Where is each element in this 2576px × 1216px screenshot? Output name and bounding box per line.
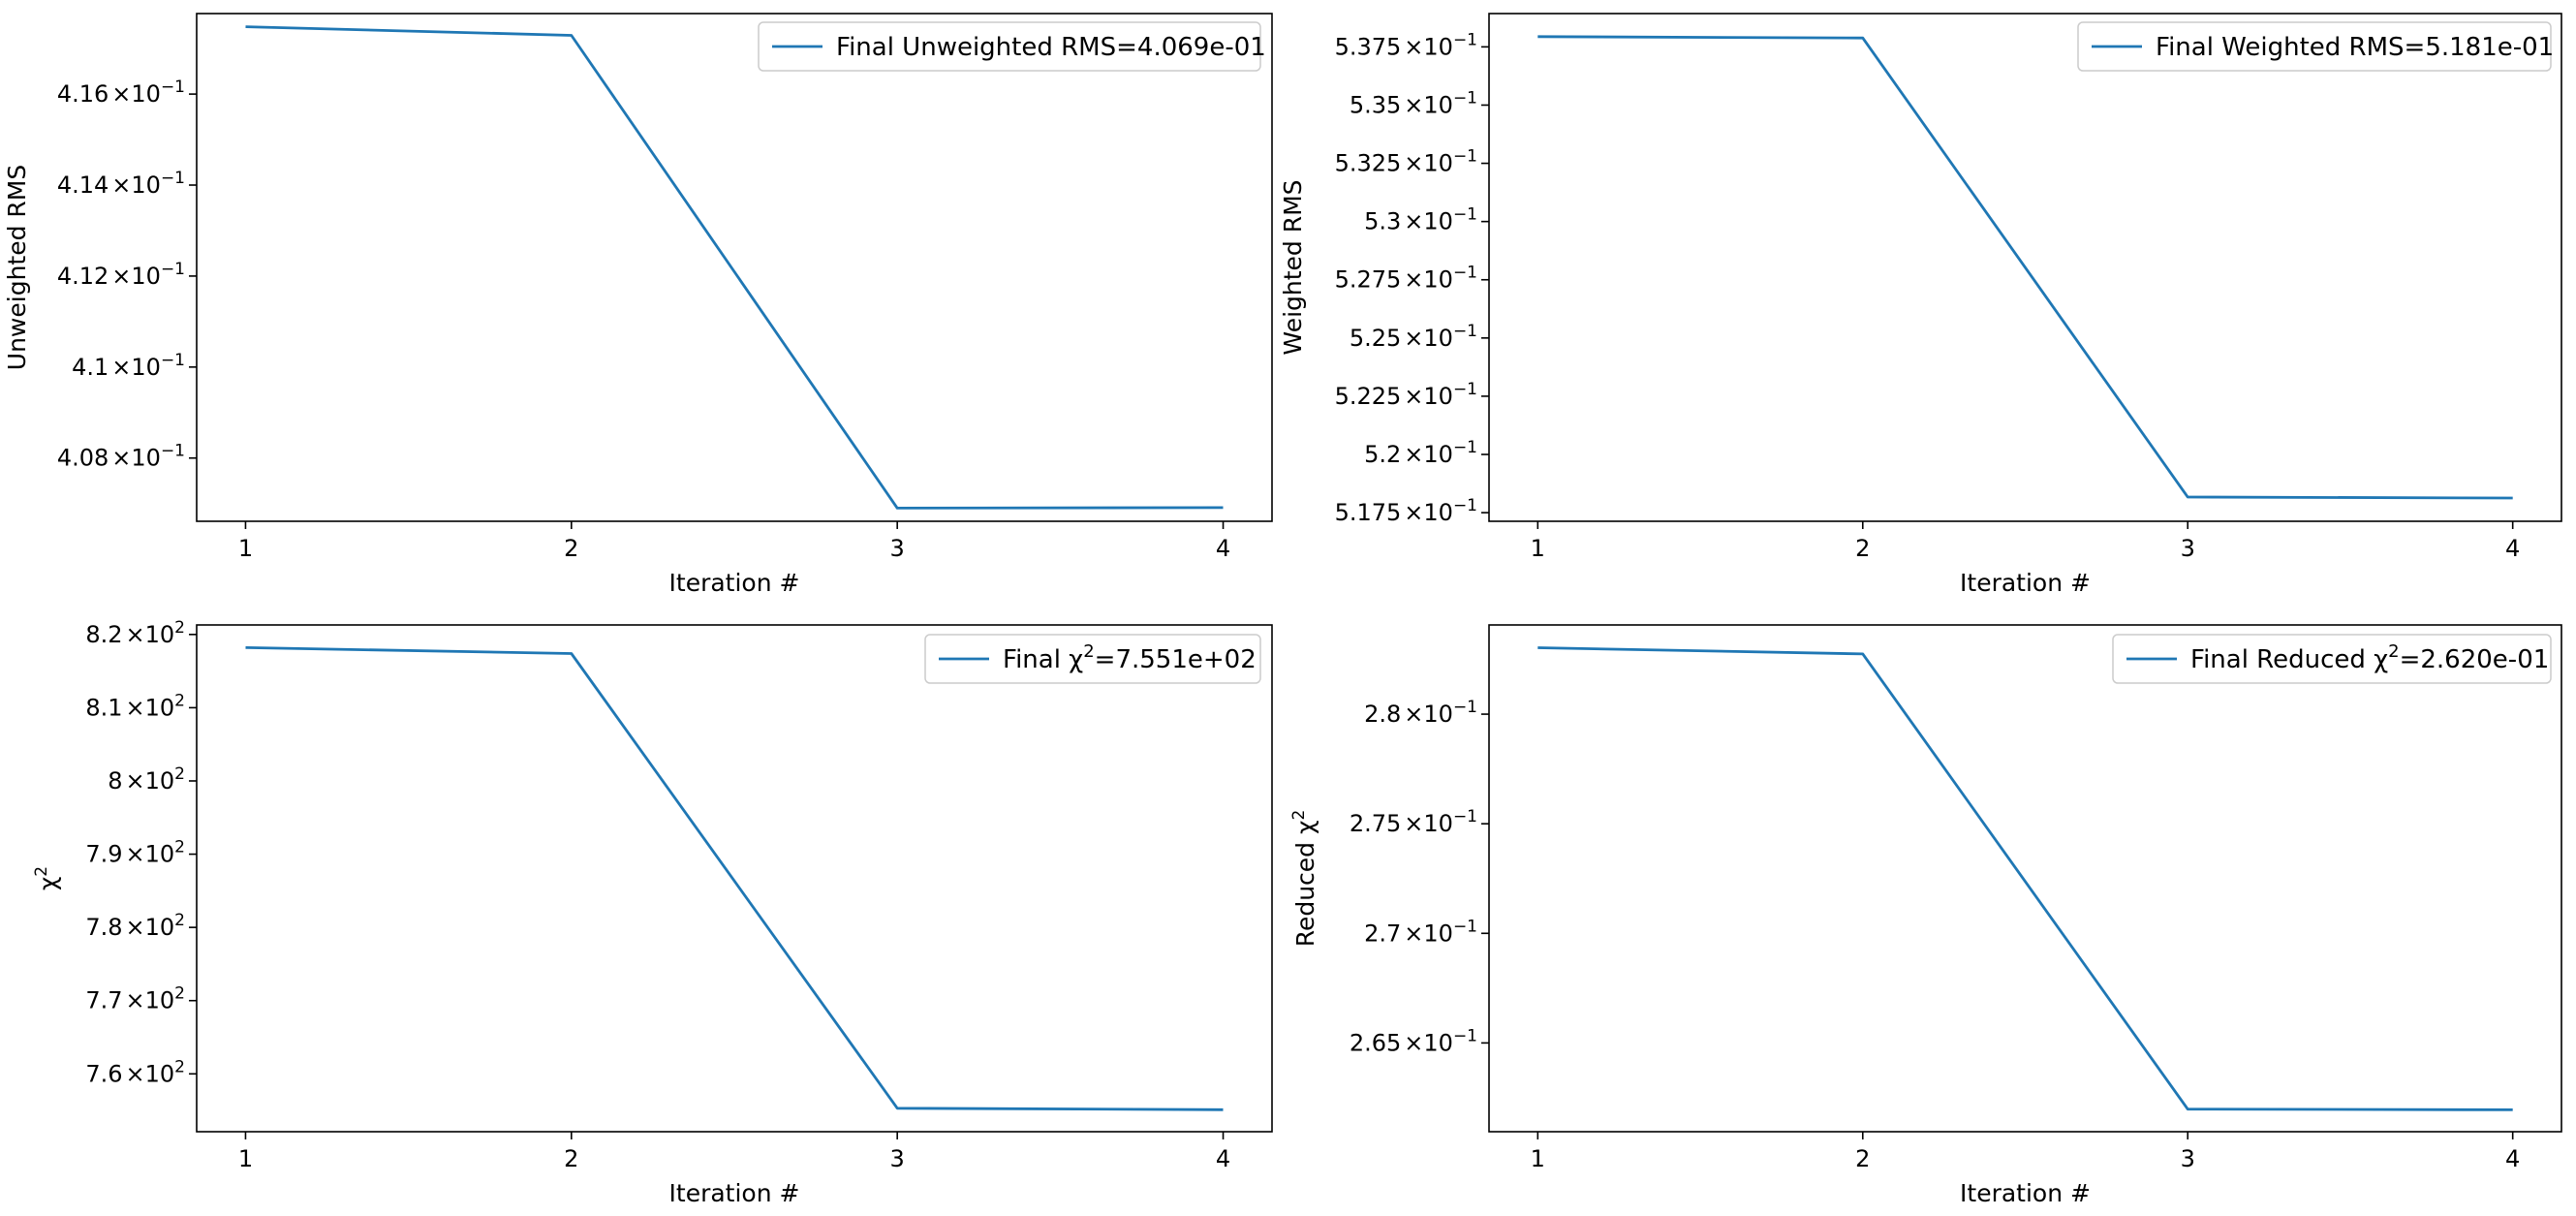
y-tick-label: 4.16 ×10−1 <box>57 78 185 108</box>
legend-label: Final Unweighted RMS=4.069e-01 <box>836 33 1266 62</box>
x-tick-label: 2 <box>1855 1145 1870 1172</box>
x-tick-label: 1 <box>1531 535 1545 562</box>
y-tick-label: 5.375 ×10−1 <box>1335 30 1477 60</box>
x-axis-label: Iteration # <box>1960 1179 2091 1207</box>
x-tick-label: 3 <box>2181 535 2195 562</box>
y-tick-label: 7.9 ×102 <box>85 838 185 868</box>
series-line <box>245 646 1224 1111</box>
y-tick-label: 5.25 ×10−1 <box>1350 322 1477 352</box>
legend-label: Final χ2=7.551e+02 <box>1003 641 1257 674</box>
y-tick-label: 5.3 ×10−1 <box>1364 205 1477 235</box>
series-line <box>245 25 1224 510</box>
x-tick-label: 3 <box>890 535 905 562</box>
y-tick-label: 5.325 ×10−1 <box>1335 147 1477 177</box>
x-tick-label: 1 <box>1531 1145 1545 1172</box>
y-axis-label: χ2 <box>32 866 62 890</box>
x-tick-label: 4 <box>1216 1145 1230 1172</box>
x-axis-label: Iteration # <box>1960 569 2091 597</box>
y-tick-label: 5.2 ×10−1 <box>1364 438 1477 468</box>
y-tick-label: 8.1 ×102 <box>85 691 185 721</box>
legend: Final χ2=7.551e+02 <box>924 634 1261 684</box>
y-tick-label: 5.225 ×10−1 <box>1335 380 1477 410</box>
x-axis-label: Iteration # <box>669 569 800 597</box>
x-tick-label: 1 <box>238 1145 253 1172</box>
axes-frame <box>1488 13 2562 522</box>
panel-reduced-chi2: 1 2 3 4 2.65 ×10−1 2.7 ×10−1 2.75 ×10−1 2.8 ×10−1 It… <box>1289 624 2562 1207</box>
y-tick-label: 7.7 ×102 <box>85 984 185 1014</box>
x-tick-label: 3 <box>890 1145 905 1172</box>
legend-box <box>2077 21 2552 72</box>
y-tick-label: 2.7 ×10−1 <box>1364 917 1477 947</box>
y-tick-label: 5.175 ×10−1 <box>1335 496 1477 526</box>
axes-frame <box>196 624 1273 1133</box>
legend-label: Final Reduced χ2=2.620e-01 <box>2190 641 2549 674</box>
y-tick-label: 2.75 ×10−1 <box>1350 807 1477 837</box>
y-tick-label: 5.35 ×10−1 <box>1350 88 1477 118</box>
legend: Final Weighted RMS=5.181e-01 <box>2077 21 2554 72</box>
legend: Final Reduced χ2=2.620e-01 <box>2112 634 2552 684</box>
x-tick-label: 3 <box>2181 1145 2195 1172</box>
axes-frame <box>196 13 1273 522</box>
y-tick-label: 7.6 ×102 <box>85 1057 185 1087</box>
series-line <box>1537 35 2513 500</box>
y-tick-label: 2.65 ×10−1 <box>1350 1026 1477 1056</box>
panel-weighted-rms: 1 2 3 4 5.175 ×10−1 5.2 ×10−1 5.225 ×10−1 5.25 ×10−… <box>1279 13 2562 597</box>
x-tick-label: 4 <box>2505 1145 2520 1172</box>
y-axis-label: Weighted RMS <box>1279 179 1307 355</box>
x-tick-label: 2 <box>564 535 578 562</box>
x-tick-label: 2 <box>564 1145 578 1172</box>
series-line <box>1537 646 2513 1111</box>
y-tick-label: 4.12 ×10−1 <box>57 260 185 290</box>
axes-frame <box>1488 624 2562 1133</box>
y-tick-label: 7.8 ×102 <box>85 911 185 941</box>
legend: Final Unweighted RMS=4.069e-01 <box>758 21 1266 72</box>
panel-chi2: 1 2 3 4 7.6 ×102 7.7 ×102 7.8 ×102 7.9 ×102 8 ×102 8.1… <box>32 618 1273 1207</box>
x-tick-label: 4 <box>2505 535 2520 562</box>
y-tick-label: 2.8 ×10−1 <box>1364 698 1477 728</box>
legend-label: Final Weighted RMS=5.181e-01 <box>2156 33 2554 62</box>
y-axis-label: Reduced χ2 <box>1289 810 1319 948</box>
x-axis-label: Iteration # <box>669 1179 800 1207</box>
legend-box <box>2112 634 2552 684</box>
x-tick-label: 2 <box>1855 535 1870 562</box>
y-tick-label: 4.14 ×10−1 <box>57 169 185 199</box>
y-tick-label: 4.1 ×10−1 <box>72 351 185 381</box>
y-tick-label: 8.2 ×102 <box>85 618 185 648</box>
y-tick-label: 5.275 ×10−1 <box>1335 264 1477 294</box>
legend-box <box>758 21 1261 72</box>
y-tick-label: 4.08 ×10−1 <box>57 442 185 472</box>
x-tick-label: 4 <box>1216 535 1230 562</box>
y-axis-label: Unweighted RMS <box>3 165 31 370</box>
x-tick-label: 1 <box>238 535 253 562</box>
legend-box <box>924 634 1261 684</box>
y-tick-label: 8 ×102 <box>108 764 185 795</box>
panel-unweighted-rms: 1 2 3 4 4.08 ×10−1 4.1 ×10−1 4.12 ×10−1 4.14 ×10−1 4… <box>3 13 1273 597</box>
